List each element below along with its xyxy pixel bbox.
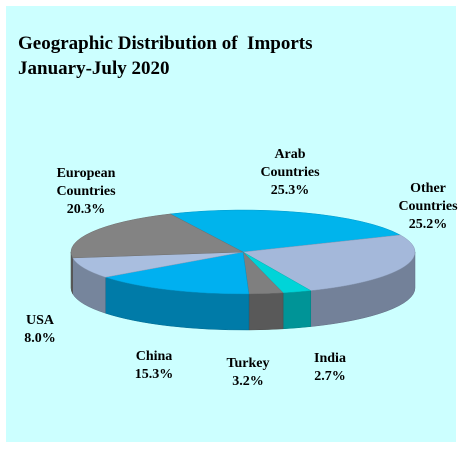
value-label: 25.3% bbox=[270, 183, 310, 198]
category-label: China bbox=[135, 349, 173, 364]
data-label: Arab Countries 25.3% bbox=[245, 146, 335, 200]
value-label: 8.0% bbox=[24, 331, 56, 346]
category-label: European Countries bbox=[56, 166, 116, 199]
category-label: Arab Countries bbox=[260, 147, 320, 180]
category-label: Turkey bbox=[226, 356, 270, 371]
category-label: India bbox=[314, 351, 346, 366]
slice bbox=[169, 209, 402, 253]
slice bbox=[70, 213, 244, 259]
slice-side bbox=[70, 251, 73, 295]
chart-title: Geographic Distribution of Imports bbox=[18, 33, 313, 54]
slice-side bbox=[248, 292, 284, 331]
value-label: 2.7% bbox=[314, 369, 346, 384]
value-label: 15.3% bbox=[134, 367, 174, 382]
data-label: USA 8.0% bbox=[0, 312, 85, 348]
category-label: USA bbox=[25, 313, 54, 328]
value-label: 20.3% bbox=[66, 202, 106, 217]
value-label: 25.2% bbox=[408, 217, 448, 232]
data-label: European Countries 20.3% bbox=[41, 165, 131, 219]
data-label: India 2.7% bbox=[285, 350, 375, 386]
value-label: 3.2% bbox=[232, 374, 264, 389]
slice-side bbox=[282, 290, 312, 330]
chart-subtitle: January-July 2020 bbox=[18, 58, 170, 79]
slice bbox=[242, 234, 416, 291]
data-label: China 15.3% bbox=[109, 348, 199, 384]
category-label: Other Countries bbox=[398, 181, 458, 214]
data-label: Turkey 3.2% bbox=[203, 355, 293, 391]
data-label: Other Countries 25.2% bbox=[383, 180, 462, 234]
slice bbox=[105, 251, 250, 295]
